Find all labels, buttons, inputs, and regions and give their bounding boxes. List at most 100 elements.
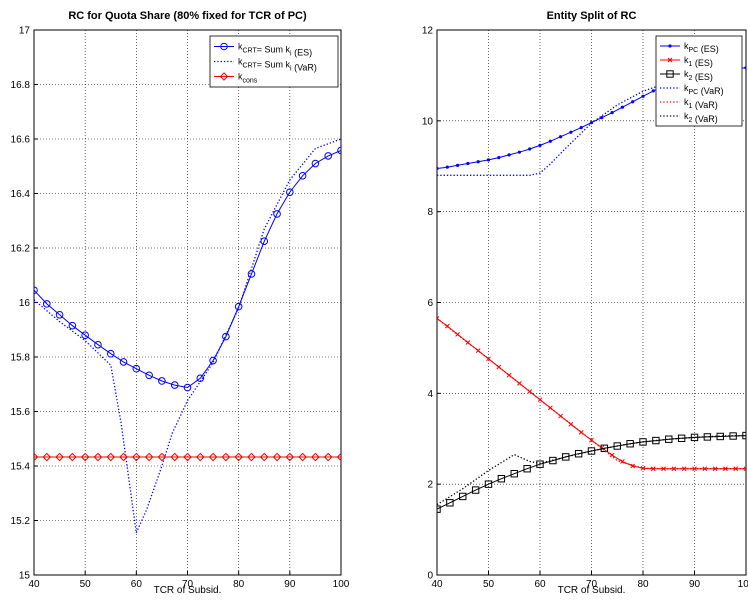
data-point: [106, 452, 116, 462]
x-tick-label: 50: [80, 579, 92, 590]
y-tick-label: 12: [422, 26, 434, 37]
legend-marker: [220, 42, 228, 51]
data-point: [106, 349, 115, 358]
data-point: [559, 135, 563, 139]
data-point: [157, 452, 167, 462]
data-point: [68, 452, 77, 462]
data-point: [437, 505, 441, 513]
data-point: [733, 466, 739, 472]
data-point: [222, 332, 230, 341]
data-point: [456, 163, 460, 167]
data-point: [484, 480, 493, 488]
y-tick-label: 15.8: [11, 353, 31, 364]
data-point: [145, 371, 153, 380]
data-point: [183, 452, 192, 462]
data-point: [742, 431, 746, 440]
y-tick-label: 4: [427, 389, 433, 400]
data-point: [81, 331, 89, 340]
data-point: [723, 466, 728, 472]
legend: kCRT= Sum ki (ES)kCRT= Sum ki (VaR)kcons: [209, 35, 339, 88]
data-point: [609, 452, 615, 458]
data-point: [119, 452, 128, 462]
data-point: [517, 150, 522, 154]
data-point: [437, 166, 439, 171]
legend-marker: [219, 72, 229, 81]
data-point: [641, 94, 645, 98]
legend-label: kPC (ES): [684, 41, 719, 54]
data-point: [209, 356, 217, 365]
data-point: [68, 321, 77, 330]
legend-label: k1 (ES): [684, 55, 713, 68]
data-point: [661, 466, 666, 472]
y-tick-label: 16.2: [11, 244, 31, 255]
x-tick-label: 90: [689, 579, 701, 590]
data-point: [93, 452, 103, 462]
series-layer: [34, 138, 341, 536]
y-tick-label: 10: [422, 116, 434, 127]
data-point: [536, 460, 544, 468]
data-point: [42, 452, 52, 462]
y-tick-label: 2: [427, 480, 433, 491]
data-point: [285, 452, 295, 462]
x-tick-label: 50: [483, 579, 495, 590]
data-point: [703, 433, 712, 441]
x-axis-label: TCR of Subsid.: [154, 585, 222, 596]
series-line: [437, 317, 746, 470]
data-point: [94, 340, 102, 349]
x-tick-label: 90: [284, 579, 296, 590]
data-point: [208, 452, 218, 462]
chart-rc-quota-share: RC for Quota Share (80% fixed for TCR of…: [11, 10, 350, 596]
series-line: [437, 434, 746, 506]
y-tick-label: 15.2: [11, 516, 31, 527]
data-point: [234, 302, 243, 311]
data-point: [466, 161, 470, 166]
data-point: [196, 374, 205, 383]
data-point: [562, 453, 570, 461]
data-point: [665, 435, 673, 443]
legend-label: k1 (VaR): [684, 97, 718, 110]
data-point: [132, 364, 141, 373]
data-point: [144, 452, 154, 462]
data-point: [437, 316, 440, 321]
data-point: [337, 146, 341, 155]
data-point: [497, 475, 506, 483]
legend-label: kCRT= Sum ki (ES): [238, 42, 312, 58]
data-point: [311, 452, 320, 462]
data-point: [650, 466, 656, 472]
data-point: [743, 466, 746, 472]
legend: kPC (ES)k1 (ES)k2 (ES)kPC (VaR)k1 (VaR)k…: [655, 35, 743, 127]
x-tick-label: 70: [586, 579, 598, 590]
x-tick-label: 70: [182, 579, 194, 590]
data-point: [510, 470, 518, 478]
data-point: [486, 158, 491, 162]
data-point: [631, 100, 635, 104]
y-tick-label: 16.4: [11, 189, 31, 200]
x-tick-label: 100: [333, 579, 350, 590]
data-point: [132, 452, 141, 462]
legend-marker: [668, 44, 672, 48]
data-point: [323, 452, 333, 462]
legend-label: k2 (VaR): [684, 111, 718, 124]
data-point: [712, 466, 718, 472]
x-tick-label: 80: [233, 579, 245, 590]
data-point: [610, 111, 614, 115]
data-point: [677, 434, 686, 442]
data-point: [80, 452, 90, 462]
data-point: [34, 286, 38, 295]
data-point: [620, 105, 625, 109]
y-tick-label: 16.6: [11, 135, 31, 146]
data-point: [548, 139, 552, 143]
legend-label: kCRT= Sum ki (VaR): [238, 57, 317, 73]
y-tick-label: 8: [427, 207, 433, 218]
data-point: [600, 116, 604, 120]
y-tick-label: 6: [427, 298, 433, 309]
data-point: [272, 452, 282, 462]
legend-marker: [666, 70, 674, 78]
data-point: [298, 452, 307, 462]
chart-title: RC for Quota Share (80% fixed for TCR of…: [68, 10, 307, 22]
data-point: [507, 153, 511, 157]
data-point: [158, 377, 166, 385]
data-point: [298, 171, 307, 180]
data-point: [247, 452, 256, 462]
